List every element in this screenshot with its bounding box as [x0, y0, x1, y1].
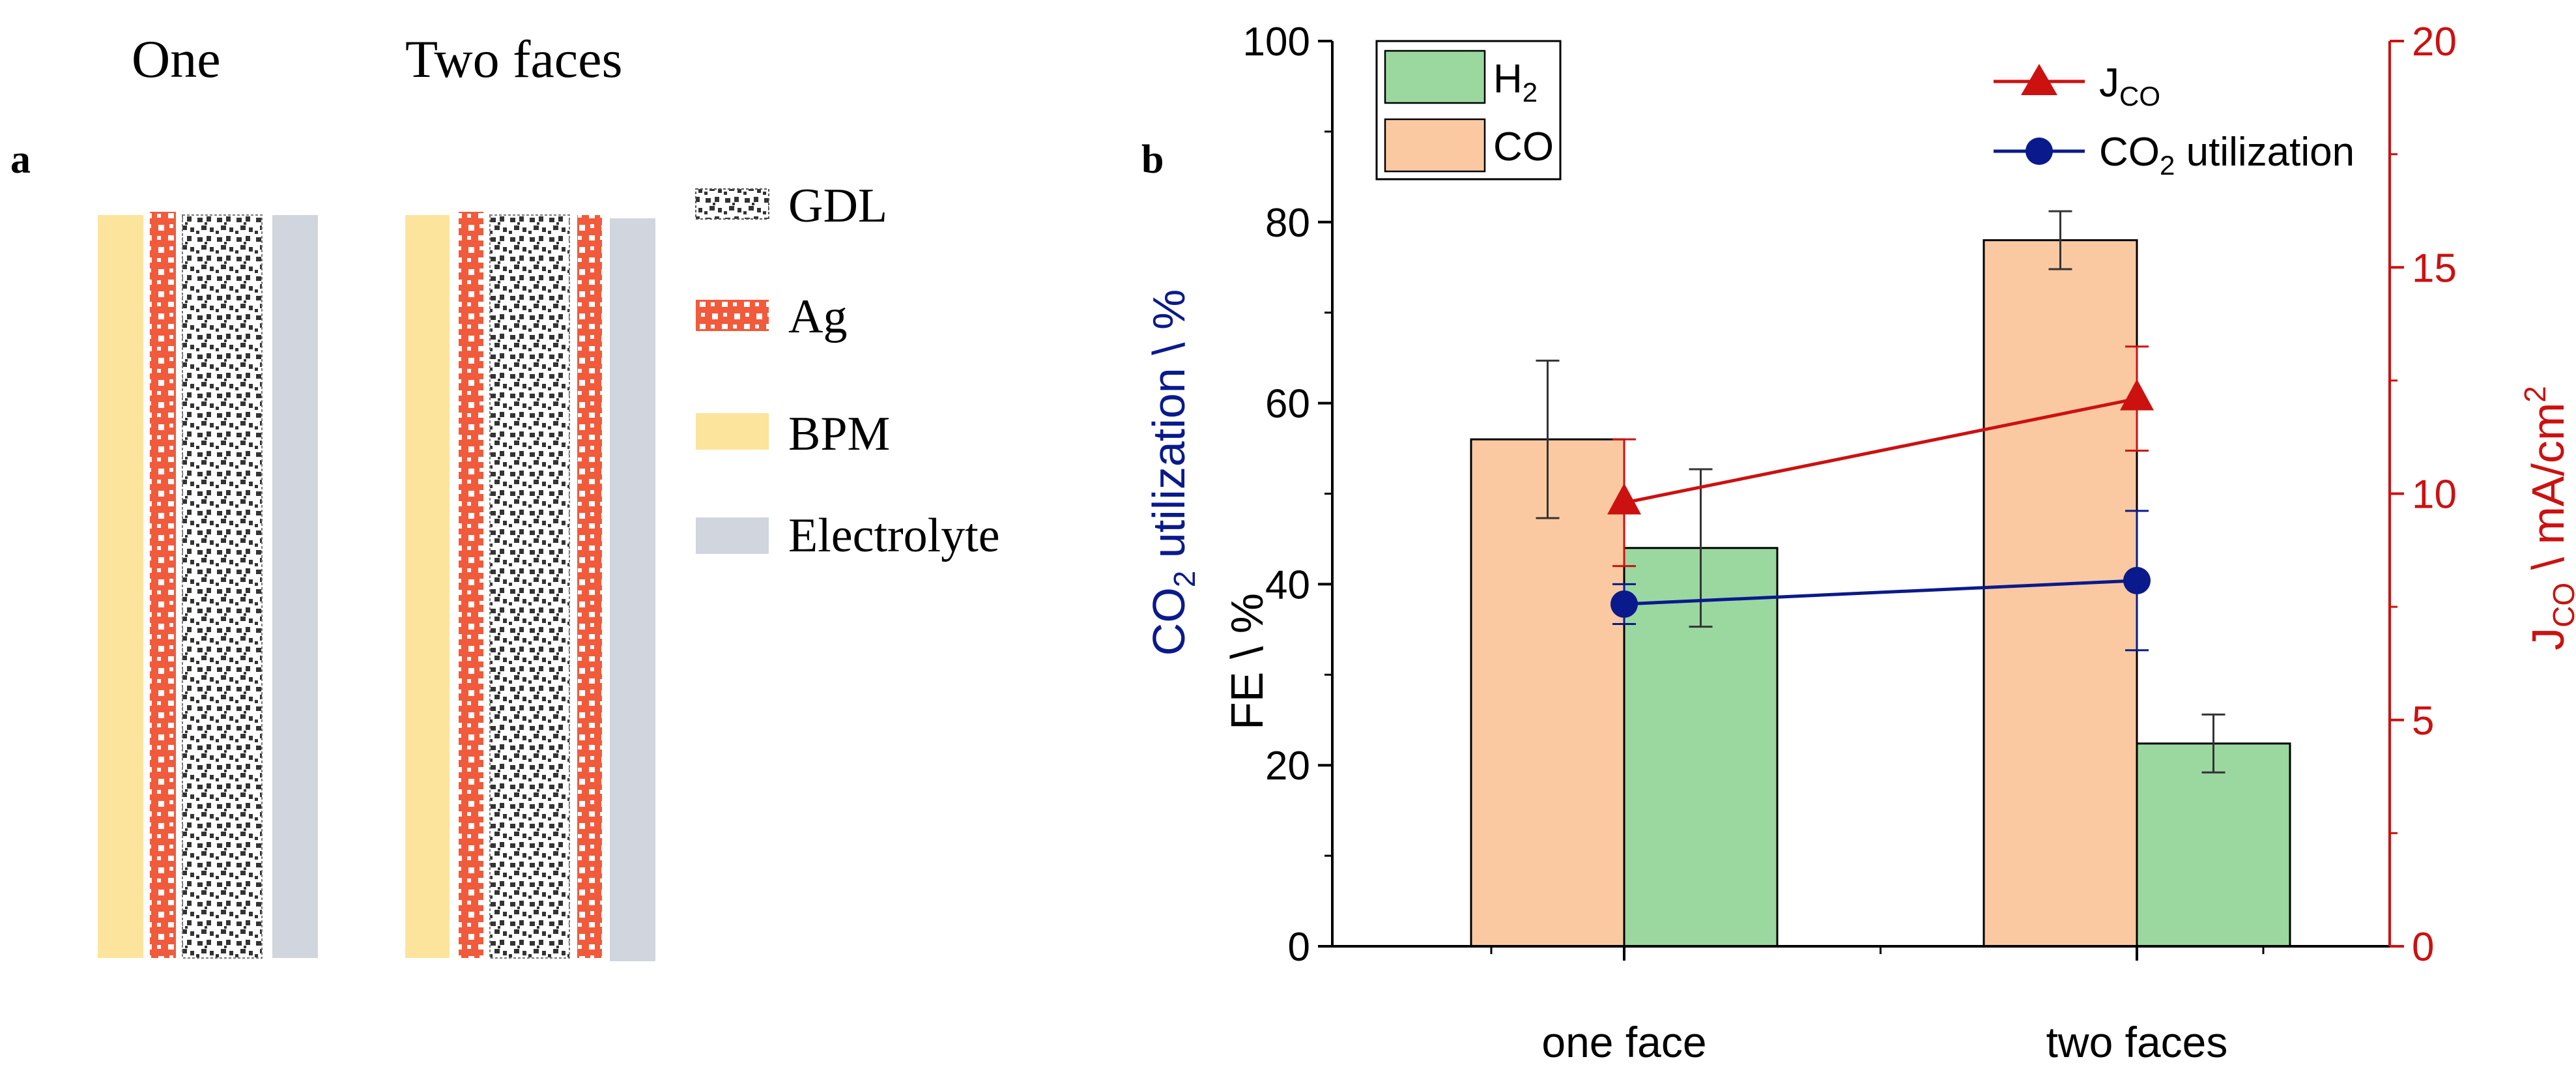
- legend-swatch-electrolyte: [696, 517, 769, 554]
- left-axis-title-co2-utilization: CO2 utilization \ %: [1143, 289, 1201, 656]
- right-tick-label: 0: [2412, 925, 2434, 970]
- panel-a-label: a: [10, 138, 31, 182]
- legend-swatch-co: [1384, 118, 1486, 173]
- layer-gdl: [489, 214, 570, 959]
- lines-layer: [1607, 379, 2154, 618]
- legend-label-jco: JCO: [2099, 61, 2160, 111]
- left-tick-label: 100: [1243, 20, 1310, 65]
- stack-two-faces: [405, 212, 655, 961]
- legend-label-co2-utilization: CO2 utilization: [2099, 130, 2354, 181]
- legend-swatch-ag: [696, 300, 769, 331]
- bar-co-0: [1470, 438, 1625, 948]
- axes-layer: 0 20 40 60 80 100 0 5 10 15 20 one face two faces: [1243, 20, 2457, 1066]
- line-jco: [1624, 397, 2138, 504]
- right-tick-label: 20: [2412, 20, 2457, 65]
- layer-ag: [150, 212, 176, 958]
- layer-gdl: [182, 214, 263, 959]
- legend-label-bpm: BPM: [788, 407, 890, 461]
- layer-bpm: [405, 215, 450, 958]
- left-axis-title-fe: FE \ %: [1222, 593, 1272, 730]
- layer-ag-second: [577, 215, 602, 958]
- x-category-label: two faces: [2046, 1018, 2228, 1066]
- legend-marker-circle: [2025, 138, 2053, 165]
- legend-swatch-h2: [1384, 50, 1486, 104]
- legend-bars: H2 CO: [1375, 40, 1562, 181]
- layer-ag: [459, 212, 483, 958]
- legend-label-gdl: GDL: [788, 179, 887, 233]
- right-tick-label: 15: [2412, 246, 2457, 291]
- legend-label-ag: Ag: [788, 290, 847, 343]
- bar-co-1: [1982, 239, 2138, 948]
- legend-label-electrolyte: Electrolyte: [788, 509, 1000, 562]
- panel-b: b FE \ % CO2 utilization \ % JCO \ mA/cm…: [1141, 20, 2576, 1066]
- bar-h2-1: [2136, 742, 2291, 948]
- legend-marker-triangle: [2021, 64, 2057, 95]
- right-tick-label: 10: [2412, 472, 2457, 517]
- left-tick-label: 60: [1265, 382, 1310, 427]
- column-title-two-faces: Two faces: [405, 29, 623, 89]
- legend-swatch-bpm: [696, 413, 769, 450]
- line-co2-utilization: [1624, 579, 2138, 606]
- point-co2-utilization-1: [2123, 566, 2151, 594]
- legend-label-h2: H2: [1493, 57, 1538, 108]
- left-tick-label: 0: [1288, 925, 1310, 970]
- layer-electrolyte: [272, 215, 318, 958]
- panel-a: a One Two faces GDL: [10, 29, 1000, 961]
- legend-label-co: CO: [1493, 124, 1554, 169]
- right-tick-label: 5: [2412, 699, 2434, 744]
- stack-one-face: [98, 212, 318, 959]
- point-co2-utilization-0: [1610, 590, 1638, 618]
- left-tick-label: 80: [1265, 201, 1310, 246]
- layer-electrolyte: [610, 218, 655, 961]
- left-tick-label: 40: [1265, 562, 1310, 607]
- legend-lines: JCO CO2 utilization: [1994, 61, 2354, 181]
- layer-bpm: [98, 215, 143, 958]
- left-tick-label: 20: [1265, 744, 1310, 789]
- point-jco-1: [2120, 379, 2154, 411]
- column-title-one: One: [132, 29, 221, 89]
- legend-swatch-gdl: [695, 188, 769, 220]
- x-category-label: one face: [1541, 1018, 1706, 1066]
- point-jco-0: [1607, 483, 1641, 515]
- right-axis-title-jco: JCO \ mA/cm2: [2518, 386, 2576, 650]
- panel-b-label: b: [1141, 138, 1164, 182]
- panel-a-legend: GDL Ag BPM Electrolyte: [695, 179, 1000, 562]
